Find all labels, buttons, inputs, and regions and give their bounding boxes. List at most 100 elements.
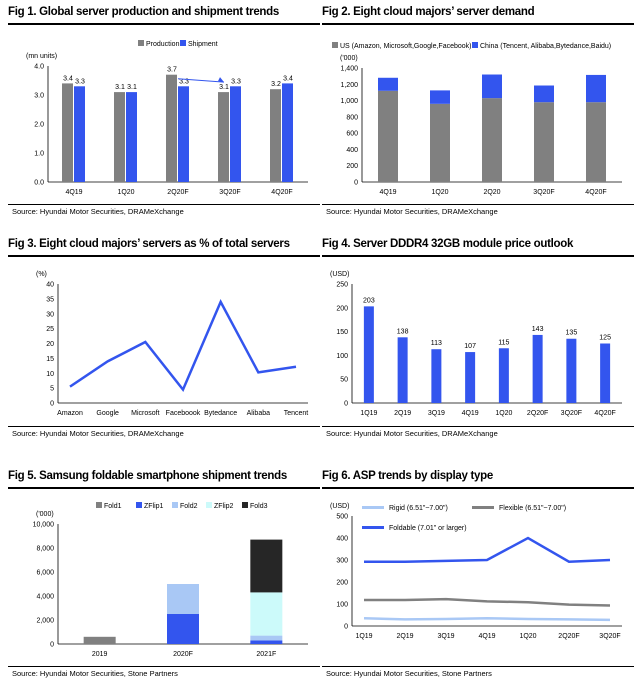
- y-tick-label: 10,000: [33, 522, 55, 529]
- x-tick-label: 1Q20: [431, 189, 448, 196]
- y-tick-label: 1,200: [340, 82, 358, 89]
- x-tick-label: 4Q19: [462, 410, 479, 417]
- bar-fold3: [250, 539, 283, 593]
- y-tick-label: 0: [344, 624, 348, 631]
- x-tick-label: 1Q19: [355, 633, 372, 640]
- legend-swatch: [136, 502, 142, 508]
- share-line: [69, 298, 297, 393]
- data-label: 3.4: [63, 75, 73, 82]
- legend-swatch: [242, 502, 248, 508]
- bar-us: [534, 102, 554, 182]
- y-tick-label: 4,000: [36, 594, 54, 601]
- server-demand-chart: ('000) 0 200 400 600 800 1,000 1,200 1,400 4Q19 1Q…: [332, 42, 622, 196]
- data-label: 3.7: [167, 67, 177, 74]
- bar-us: [586, 102, 606, 182]
- x-tick-label: Microsoft: [131, 410, 159, 417]
- data-label: 107: [464, 343, 476, 350]
- bar-production: [62, 83, 73, 182]
- legend-swatch: [96, 502, 102, 508]
- x-tick-label: 1Q19: [360, 410, 377, 417]
- bar-china: [378, 77, 398, 91]
- bar-china: [482, 74, 502, 99]
- data-label: 115: [498, 339, 509, 346]
- price-bar: [397, 337, 408, 403]
- y-unit-label: ('000): [36, 511, 54, 518]
- bar-production: [218, 92, 229, 182]
- x-tick-label: 4Q19: [379, 189, 396, 196]
- bar-us: [378, 90, 398, 182]
- y-tick-label: 1,000: [340, 98, 358, 105]
- source-rule: [8, 426, 320, 427]
- y-tick-label: 200: [346, 163, 358, 170]
- y-tick-label: 400: [346, 147, 358, 154]
- data-label: 3.3: [231, 78, 241, 85]
- chart-source: Source: Hyundai Motor Securities, Stone …: [326, 669, 492, 678]
- chart-source: Source: Hyundai Motor Securities, DRAMeX…: [12, 429, 184, 438]
- title-rule: [8, 23, 320, 25]
- price-bar: [498, 348, 509, 403]
- bar-china: [534, 85, 554, 103]
- source-rule: [8, 666, 320, 667]
- source-rule: [322, 426, 634, 427]
- chart-source: Source: Hyundai Motor Securities, DRAMeX…: [326, 207, 498, 216]
- x-tick-label: Bytedance: [204, 410, 237, 417]
- x-tick-label: 2Q19: [394, 410, 411, 417]
- bar-china: [586, 74, 606, 103]
- chart-title: Fig 1. Global server production and ship…: [8, 6, 279, 18]
- legend-label: Fold1: [104, 503, 122, 510]
- chart-panel-3: Fig 3. Eight cloud majors’ servers as % …: [8, 238, 320, 444]
- x-tick-label: 2Q20F: [167, 189, 188, 196]
- y-tick-label: 300: [336, 558, 348, 565]
- y-tick-label: 6,000: [36, 570, 54, 577]
- data-label: 3.4: [283, 75, 293, 82]
- legend-label: Shipment: [188, 41, 218, 48]
- chart-source: Source: Hyundai Motor Securities, Stone …: [12, 669, 178, 678]
- chart-source: Source: Hyundai Motor Securities, DRAMeX…: [326, 429, 498, 438]
- x-tick-label: 3Q20F: [533, 189, 554, 196]
- x-tick-label: 3Q19: [428, 410, 445, 417]
- x-tick-label: 2Q19: [396, 633, 413, 640]
- legend-swatch: [138, 40, 144, 46]
- bar-zflip1: [250, 640, 283, 644]
- chart-title: Fig 3. Eight cloud majors’ servers as % …: [8, 238, 290, 250]
- chart-panel-5: Fig 5. Samsung foldable smartphone shipm…: [8, 470, 320, 684]
- bar-shipment: [230, 86, 241, 182]
- data-label: 3.1: [127, 84, 137, 91]
- bar-us: [430, 103, 450, 182]
- title-rule: [322, 23, 634, 25]
- x-tick-label: 2019: [92, 651, 108, 658]
- foldable-shipment-chart: ('000) 0 2,000 4,000 6,000 8,000 10,000 2019 202…: [33, 502, 308, 658]
- y-tick-label: 8,000: [36, 546, 54, 553]
- y-tick-label: 200: [336, 580, 348, 587]
- x-tick-label: 1Q20: [519, 633, 536, 640]
- x-tick-label: Tencent: [284, 410, 309, 417]
- source-rule: [322, 204, 634, 205]
- legend-label: Foldable (7.01" or larger): [389, 525, 467, 532]
- legend-swatch: [206, 502, 212, 508]
- legend-label: Rigid (6.51"~7.00"): [389, 505, 448, 512]
- y-tick-label: 50: [340, 377, 348, 384]
- legend-swatch: [472, 42, 478, 48]
- y-tick-label: 2.0: [34, 122, 44, 129]
- x-tick-label: 3Q20F: [219, 189, 240, 196]
- legend-label: ZFlip2: [214, 503, 234, 510]
- y-tick-label: 100: [336, 353, 348, 360]
- legend-label: China (Tencent, Alibaba,Bytedance,Baidu): [480, 43, 611, 50]
- price-bar: [431, 349, 442, 403]
- x-tick-label: 4Q20F: [594, 410, 615, 417]
- arrow-head: [218, 77, 224, 83]
- bar-production: [270, 89, 281, 182]
- price-bar: [532, 334, 543, 403]
- x-tick-label: 1Q20: [495, 410, 512, 417]
- asp-display-chart: (USD) 0 100 200 300 400 500 1Q19 2Q19 3Q19 4Q19 1Q2…: [330, 503, 622, 640]
- source-rule: [8, 204, 320, 205]
- legend-label: US (Amazon, Microsoft,Google,Facebook): [340, 43, 472, 50]
- x-tick-label: 2Q20F: [558, 633, 579, 640]
- x-tick-label: Amazon: [57, 410, 83, 417]
- data-label: 3.2: [271, 81, 281, 88]
- title-rule: [322, 255, 634, 257]
- y-tick-label: 100: [336, 602, 348, 609]
- y-tick-label: 400: [336, 536, 348, 543]
- bar-production: [114, 92, 125, 182]
- bar-shipment: [282, 83, 293, 182]
